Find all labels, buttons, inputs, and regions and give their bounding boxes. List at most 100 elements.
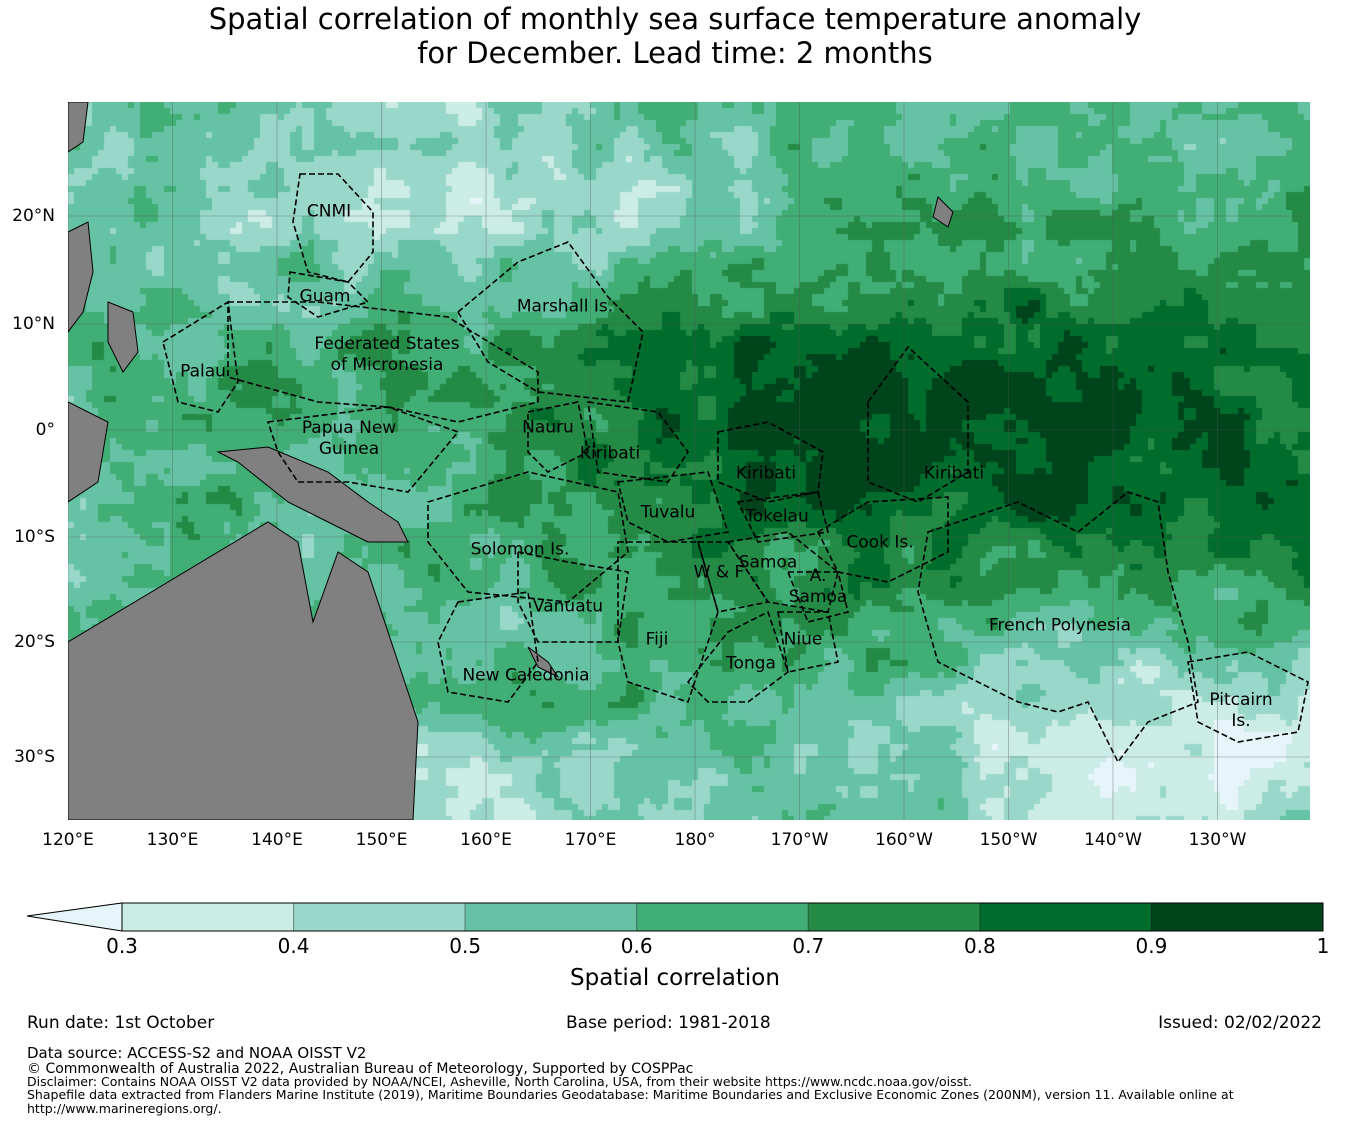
region-label: French Polynesia (989, 615, 1131, 636)
disclaimer: Disclaimer: Contains NOAA OISST V2 data … (27, 1074, 972, 1089)
region-label: Pitcairn Is. (1209, 690, 1273, 731)
colorbar-tick-label: 0.4 (277, 934, 310, 958)
lon-tick-label: 140°W (1084, 830, 1142, 850)
region-label: Marshall Is. (516, 296, 614, 317)
eez-boundary (686, 610, 789, 703)
eez-boundary (287, 271, 370, 318)
shapefile-credit: Shapefile data extracted from Flanders M… (27, 1087, 1234, 1102)
issued-date: Issued: 02/02/2022 (1158, 1013, 1322, 1033)
data-source: Data source: ACCESS-S2 and NOAA OISST V2 (27, 1044, 367, 1062)
region-label: Papua New Guinea (301, 418, 397, 459)
region-label: Tokelau (745, 506, 809, 527)
base-period: Base period: 1981-2018 (566, 1013, 771, 1033)
eez-boundary (736, 491, 829, 543)
region-label: Cook Is. (846, 532, 914, 553)
colorbar (26, 902, 1324, 932)
eez-boundary (456, 241, 644, 403)
eez-boundary (867, 345, 969, 503)
philippines-land (68, 221, 94, 333)
colorbar-segment (979, 902, 1152, 932)
region-label: Solomon Is. (470, 539, 570, 560)
colorbar-segment (636, 902, 809, 932)
taiwan-land (68, 102, 89, 153)
title-line-1: Spatial correlation of monthly sea surfa… (208, 2, 1142, 36)
lon-tick-label: 130°E (146, 830, 199, 850)
region-label: Palau (180, 361, 226, 382)
eez-boundary (696, 541, 770, 613)
region-label: Kiribati (923, 463, 985, 484)
eez-boundary (292, 173, 374, 283)
region-label: Kiribati (579, 443, 641, 464)
hawaii-land (932, 196, 954, 228)
eez-boundary (437, 591, 539, 703)
eez-boundary (786, 571, 849, 623)
lon-tick-label: 150°E (355, 830, 408, 850)
run-date: Run date: 1st October (27, 1013, 215, 1033)
eez-boundary (266, 406, 460, 493)
lat-tick-label: 10°S (14, 527, 55, 547)
lon-tick-label: 170°E (564, 830, 617, 850)
eez-boundary (587, 401, 689, 483)
title-line-2: for December. Lead time: 2 months (417, 36, 933, 70)
eez-boundary (617, 471, 730, 543)
colorbar-tick-label: 0.9 (1135, 934, 1168, 958)
region-label: Vanuatu (532, 596, 604, 617)
colorbar-frame (121, 902, 1324, 932)
region-label: Niue (783, 629, 823, 650)
lon-tick-label: 160°E (460, 830, 512, 850)
region-label: Samoa (738, 552, 798, 573)
colorbar-tick-label: 1 (1316, 934, 1330, 958)
eez-boundary (427, 471, 629, 603)
philippines-south-land (107, 301, 139, 373)
australia-land (68, 521, 419, 820)
eez-boundary (527, 401, 589, 473)
region-label: Nauru (522, 417, 574, 438)
region-label: Federated States of Micronesia (314, 334, 460, 375)
colorbar-label: Spatial correlation (570, 965, 780, 991)
region-label: Guam (299, 286, 351, 307)
colorbar-extend-arrow (26, 902, 123, 932)
eez-boundary (717, 421, 824, 503)
region-label: CNMI (306, 201, 352, 222)
lon-tick-label: 120°E (42, 830, 94, 850)
copyright: © Commonwealth of Australia 2022, Austra… (27, 1061, 694, 1077)
colorbar-tick-label: 0.8 (963, 934, 996, 958)
sulawesi-land (68, 401, 109, 503)
region-label: Tuvalu (640, 502, 696, 523)
colorbar-segment (121, 902, 295, 932)
chart-title: Spatial correlation of monthly sea surfa… (0, 2, 1350, 70)
eez-boundary (227, 301, 539, 423)
lon-tick-label: 160°W (875, 830, 933, 850)
region-label: W & F (693, 562, 745, 583)
lat-tick-label: 30°S (14, 747, 55, 767)
correlation-map: CNMI Guam Marshall Is. Federated States of M… (68, 102, 1310, 820)
eez-boundary (162, 300, 239, 413)
map-overlay (68, 102, 1310, 820)
lon-tick-label: 180° (674, 830, 716, 850)
eez-boundary (617, 541, 719, 704)
lat-tick-label: 0° (35, 420, 55, 440)
lon-tick-label: 150°W (979, 830, 1038, 850)
colorbar-segment (464, 902, 638, 932)
eez-boundary (1187, 651, 1309, 743)
region-label: Tonga (726, 653, 776, 674)
colorbar-segment (293, 902, 466, 932)
colorbar-tick-label: 0.5 (449, 934, 482, 958)
lon-tick-label: 130°W (1188, 830, 1247, 850)
region-label: New Caledonia (462, 665, 590, 686)
lat-tick-label: 20°N (12, 206, 55, 226)
lon-tick-label: 140°E (251, 830, 303, 850)
region-label: Kiribati (735, 463, 797, 484)
lat-tick-label: 10°N (12, 314, 55, 334)
lat-tick-label: 20°S (14, 632, 55, 652)
eez-boundary (917, 491, 1199, 764)
colorbar-tick-label: 0.3 (106, 934, 138, 958)
shapefile-url: http://www.marineregions.org/. (27, 1101, 222, 1116)
colorbar-tick-label: 0.6 (620, 934, 653, 958)
eez-boundary (777, 611, 839, 673)
new-caledonia-land (527, 646, 560, 679)
colorbar-segment (807, 902, 981, 932)
colorbar-tick-label: 0.7 (792, 934, 825, 958)
colorbar-segment (1150, 902, 1324, 932)
region-label: Fiji (645, 629, 669, 650)
